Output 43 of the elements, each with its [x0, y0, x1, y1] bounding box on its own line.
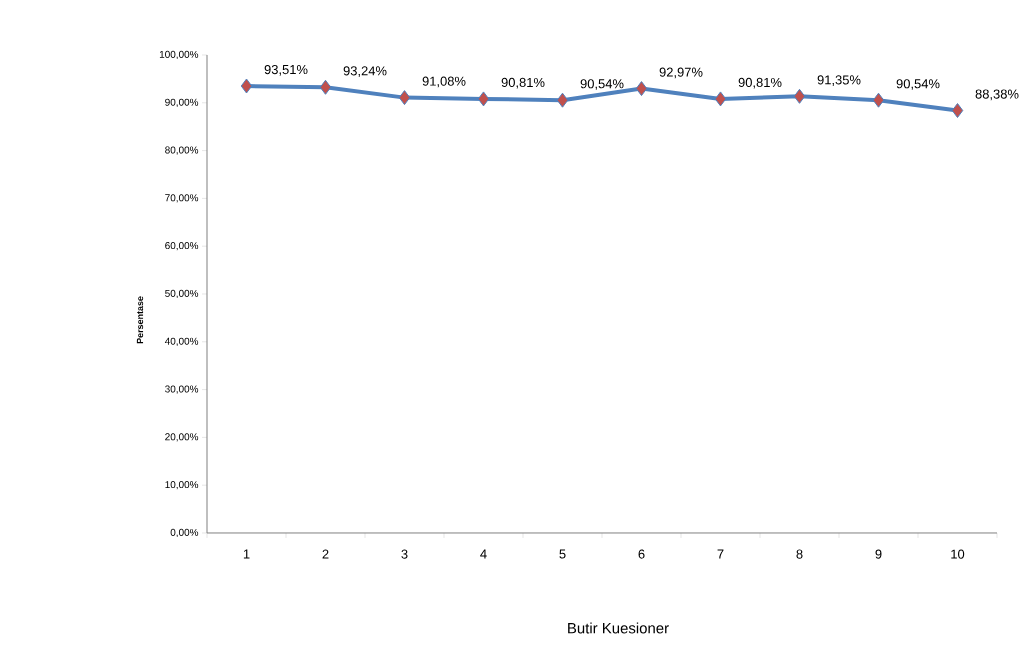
- data-label: 91,08%: [422, 76, 466, 88]
- x-tick-label: 5: [559, 549, 566, 559]
- y-tick-label: 50,00%: [165, 289, 199, 299]
- data-label: 90,54%: [896, 79, 940, 90]
- point: [635, 81, 648, 97]
- y-tick-label: 30,00%: [165, 385, 199, 394]
- data-label: 93,24%: [343, 66, 387, 77]
- data-label: 88,38%: [975, 89, 1019, 101]
- data-label: 92,97%: [659, 67, 703, 79]
- y-tick-label: 70,00%: [165, 194, 199, 203]
- y-tick-label: 10,00%: [165, 481, 199, 490]
- data-label: 90,81%: [738, 77, 782, 89]
- point: [477, 91, 490, 107]
- x-tick-label: 7: [717, 549, 724, 559]
- x-tick-label: 1: [243, 549, 250, 559]
- y-tick-label: 80,00%: [165, 146, 199, 155]
- y-tick-label: 90,00%: [165, 98, 199, 107]
- x-tick-label: 2: [322, 549, 329, 559]
- y-tick-label: 40,00%: [164, 337, 199, 346]
- point: [240, 78, 253, 94]
- x-tick-label: 4: [480, 549, 487, 559]
- point: [951, 103, 964, 119]
- y-tick-label: 0,00%: [170, 528, 199, 538]
- point: [714, 91, 727, 107]
- x-tick-label: 9: [875, 549, 882, 559]
- x-axis-title: Butir Kuesioner: [568, 622, 669, 634]
- point: [556, 92, 569, 108]
- data-label: 90,54%: [580, 79, 624, 90]
- y-tick-label: 20,00%: [165, 433, 199, 442]
- point: [793, 88, 806, 104]
- x-tick-label: 3: [401, 549, 408, 559]
- data-label: 93,51%: [264, 64, 308, 76]
- x-tick-label: 6: [638, 549, 645, 559]
- data-label: 91,35%: [817, 75, 861, 86]
- point: [872, 92, 885, 108]
- x-tick-label: 8: [796, 549, 803, 559]
- y-tick-label: 60,00%: [165, 242, 199, 251]
- data-label: 90,81%: [501, 77, 545, 89]
- point: [398, 90, 411, 106]
- x-tick-label: 10: [951, 549, 965, 559]
- y-tick-label: 100,00%: [159, 50, 199, 60]
- y-axis-title: Persentase: [136, 296, 144, 344]
- point: [319, 79, 332, 95]
